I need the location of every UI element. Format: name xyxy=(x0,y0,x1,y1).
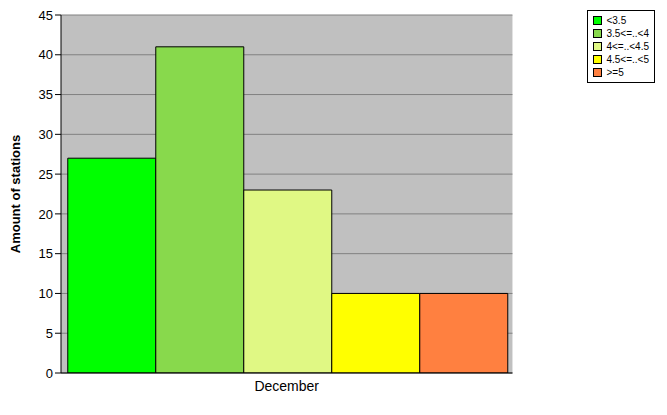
svg-text:35: 35 xyxy=(39,87,53,102)
html-text:3.5<=..<4: 3.5<=..<4 xyxy=(606,28,649,39)
html-text:<3.5: <3.5 xyxy=(606,15,627,26)
svg-text:30: 30 xyxy=(39,127,53,142)
html-text:4<=..<4.5: 4<=..<4.5 xyxy=(606,41,649,52)
svg-text:40: 40 xyxy=(39,47,53,62)
svg-text:December: December xyxy=(254,378,319,394)
html-text:>=5: >=5 xyxy=(606,67,624,78)
svg-text:45: 45 xyxy=(39,8,53,23)
html-text:4.5<=..<5: 4.5<=..<5 xyxy=(606,54,649,65)
svg-text:Amount of stations: Amount of stations xyxy=(8,135,23,253)
svg-text:25: 25 xyxy=(39,167,53,182)
svg-text:5: 5 xyxy=(46,326,53,341)
svg-text:0: 0 xyxy=(46,366,53,381)
svg-text:15: 15 xyxy=(39,246,53,261)
svg-text:20: 20 xyxy=(39,207,53,222)
svg-text:10: 10 xyxy=(39,286,53,301)
